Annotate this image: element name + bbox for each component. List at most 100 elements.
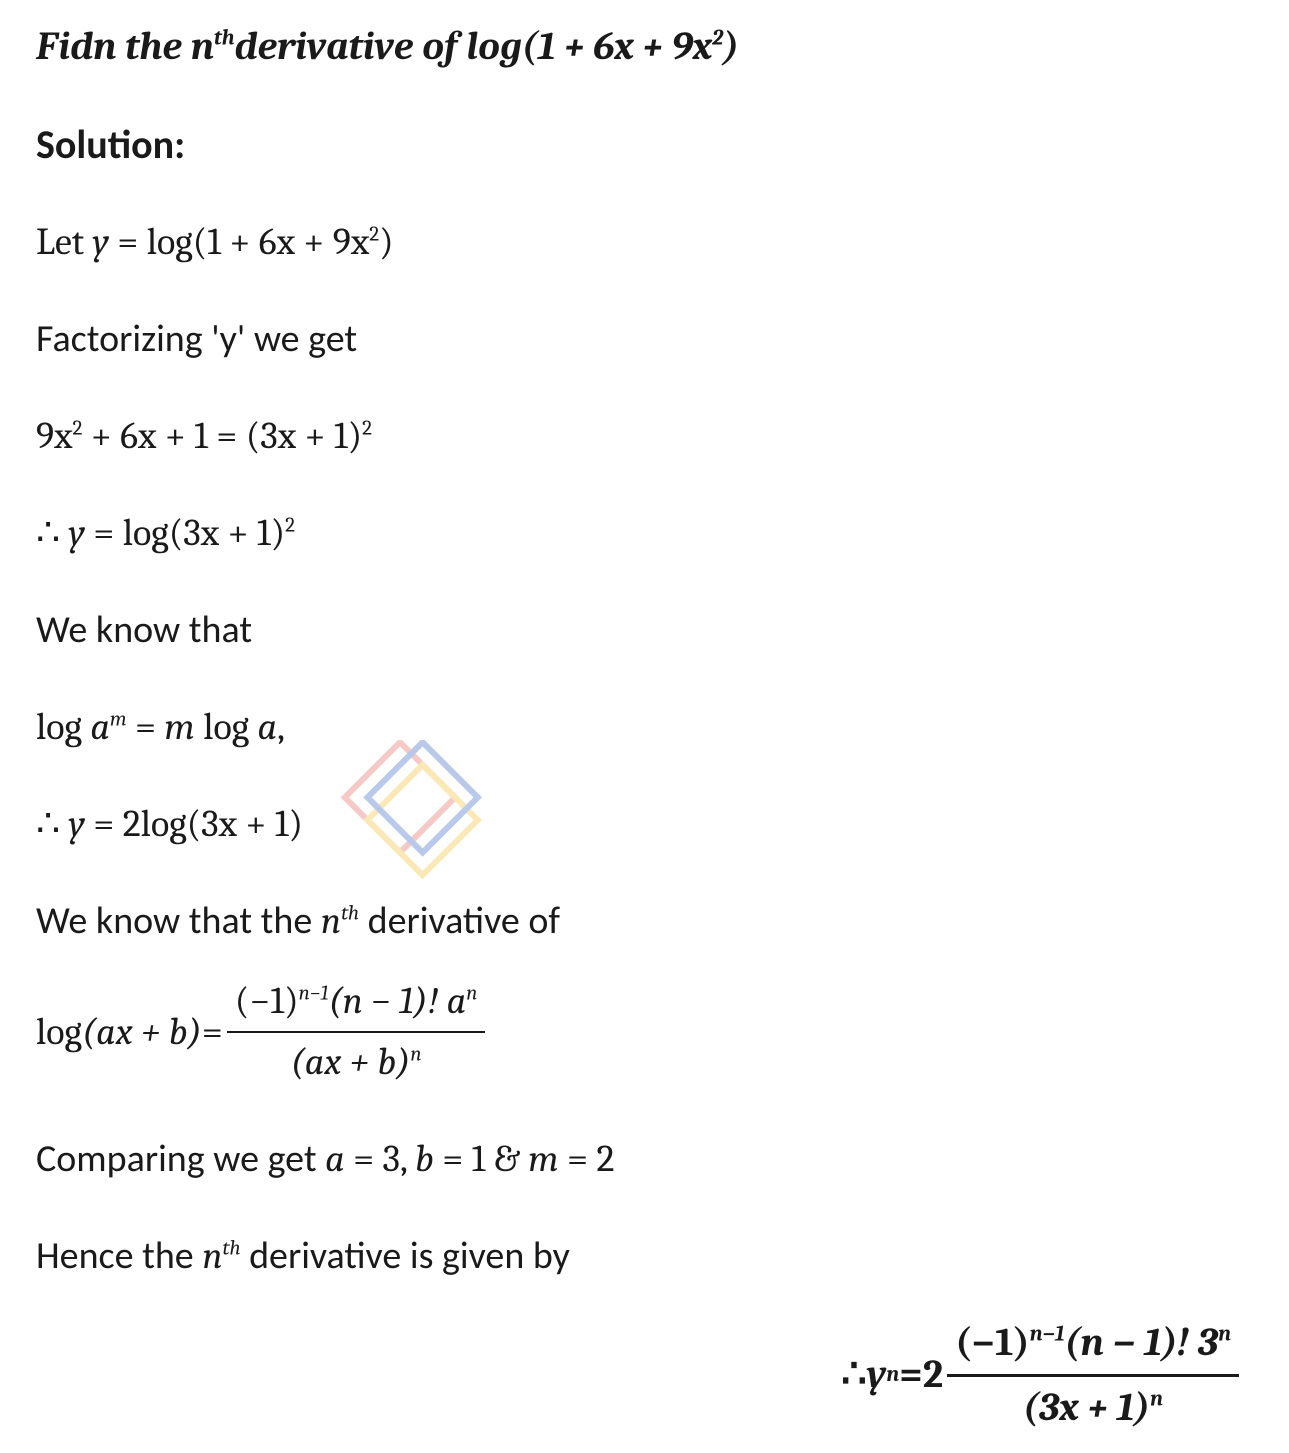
cmp-b: b [415, 1137, 434, 1181]
axb-fraction: (−1)n−1(n − 1)! an (ax + b)n [227, 976, 486, 1088]
line-compare: Comparing we get a = 3, b = 1 & m = 2 [36, 1134, 1253, 1185]
fin-n1: (−1) [955, 1319, 1030, 1365]
lr-a2: a [258, 705, 278, 749]
axb-numerator: (−1)n−1(n − 1)! an [227, 976, 486, 1031]
tf2-2: 2 [123, 802, 141, 846]
cmp-b-eq: = 1 & [434, 1137, 528, 1181]
hence-th: th [223, 1237, 241, 1261]
axb-a: a [447, 979, 467, 1023]
axb-a-sup: n [466, 982, 477, 1006]
tf2-sym: ∴ [36, 802, 69, 846]
tf-log: log [123, 511, 169, 555]
factor-rest: + 6x + 1 = (3x + 1) [82, 414, 362, 458]
tf2-log: log [141, 802, 187, 846]
lr-log2: log [195, 705, 258, 749]
tf-arg: (3x + 1) [169, 511, 285, 555]
line-log-axb-formula: log(ax + b) = (−1)n−1(n − 1)! an (ax + b… [36, 976, 1253, 1088]
solution-heading: Solution: [36, 118, 1253, 172]
let-lead: Let [36, 220, 93, 264]
cmp-pre: Comparing we get [36, 1136, 325, 1182]
cmp-a: a [325, 1137, 345, 1181]
nth-pre: We know that the [36, 898, 321, 944]
title-mid: derivative of [234, 23, 466, 69]
lr-m: m [164, 705, 194, 749]
let-sup: 2 [369, 223, 379, 247]
axb-log: log [36, 1007, 82, 1058]
let-y: y [93, 220, 109, 264]
hence-pre: Hence the [36, 1233, 202, 1279]
axb-den-sup: n [410, 1043, 421, 1067]
lr-eq: = [127, 705, 165, 749]
line-hence: Hence the nth derivative is given by [36, 1231, 1253, 1282]
title-arg-sup: 2 [712, 25, 723, 51]
line-therefore-ylog2: ∴ y = log(3x + 1)2 [36, 508, 1253, 559]
title-n: n [191, 23, 214, 69]
nth-post: derivative of [359, 898, 560, 944]
tf-y: y [69, 511, 85, 555]
final-result: ∴ yn = 2 (−1)n−1(n − 1)! 3n (3x + 1)n [841, 1316, 1243, 1434]
final-fraction: (−1)n−1(n − 1)! 3n (3x + 1)n [947, 1316, 1239, 1434]
fin-den-sup: n [1150, 1385, 1163, 1411]
fin-sub: n [886, 1360, 899, 1389]
tf2-arg: (3x + 1) [187, 802, 303, 846]
let-eq: = [109, 220, 147, 264]
tf-eq: = [85, 511, 123, 555]
line-factorizing-text: Factorizing 'y' we get [36, 314, 1253, 365]
fin-den-base: (3x + 1) [1023, 1384, 1150, 1430]
fin-n1sup: n−1 [1030, 1321, 1065, 1347]
title-prefix: Fidn the [36, 23, 191, 69]
axb-denominator: (ax + b)n [227, 1031, 486, 1088]
lr-comma: , [277, 705, 285, 749]
cmp-a-eq: = 3, [345, 1137, 415, 1181]
axb-n2: (n − 1)! [328, 979, 446, 1023]
nth-n: n [321, 899, 341, 943]
nth-th: th [341, 901, 359, 925]
title-close: ) [723, 23, 739, 69]
final-denominator: (3x + 1)n [947, 1374, 1239, 1435]
fin-2: 2 [923, 1348, 943, 1402]
axb-den-base: (ax + b) [291, 1040, 411, 1084]
factor-sup1: 2 [73, 416, 83, 440]
title-log: log [466, 23, 522, 69]
title-th: th [214, 25, 234, 51]
line-therefore-2log: ∴ y = 2log(3x + 1) [36, 799, 1253, 850]
let-expr: 1 + 6x + 9x [207, 220, 369, 264]
cmp-m-eq: = 2 [559, 1137, 615, 1181]
hence-post: derivative is given by [241, 1233, 570, 1279]
line-factor-eq: 9x2 + 6x + 1 = (3x + 1)2 [36, 411, 1253, 462]
title-open: ( [522, 23, 538, 69]
let-close: ) [379, 220, 394, 264]
lr-m-sup: m [110, 707, 127, 731]
factor-9x: 9x [36, 414, 73, 458]
document-page: Fidn the nthderivative of log(1 + 6x + 9… [0, 0, 1289, 1453]
cmp-m: m [528, 1137, 558, 1181]
fin-n2: (n − 1)! 3 [1065, 1319, 1218, 1365]
line-nth-text: We know that the nth derivative of [36, 896, 1253, 947]
problem-title: Fidn the nthderivative of log(1 + 6x + 9… [36, 20, 1253, 74]
tf-sym: ∴ [36, 511, 69, 555]
tf2-y: y [69, 802, 85, 846]
fin-sym: ∴ [841, 1348, 866, 1402]
title-arg: 1 + 6x + 9x [538, 23, 712, 69]
final-result-block: ∴ yn = 2 (−1)n−1(n − 1)! 3n (3x + 1)n [36, 1316, 1253, 1434]
axb-arg: (ax + b) [82, 1007, 202, 1058]
hence-n: n [202, 1234, 222, 1278]
axb-n1: (−1) [235, 979, 299, 1023]
let-open: ( [193, 220, 208, 264]
title-text: Fidn the nthderivative of [36, 23, 466, 69]
line-let-y: Let y = log(1 + 6x + 9x2) [36, 217, 1253, 268]
factor-sup2: 2 [362, 416, 372, 440]
axb-eq: = [202, 1007, 223, 1058]
fin-n2sup: n [1218, 1321, 1231, 1347]
tf-sup: 2 [285, 513, 295, 537]
final-numerator: (−1)n−1(n − 1)! 3n [947, 1316, 1239, 1374]
axb-n1sup: n−1 [299, 982, 329, 1006]
fin-eq: = [899, 1348, 923, 1402]
lr-log1: log [36, 705, 90, 749]
tf2-eq: = [85, 802, 123, 846]
line-weknow: We know that [36, 605, 1253, 656]
fin-y: y [867, 1348, 887, 1402]
let-log: log [147, 220, 193, 264]
lr-a1: a [90, 705, 110, 749]
line-log-rule: log am = m log a, [36, 702, 1253, 753]
